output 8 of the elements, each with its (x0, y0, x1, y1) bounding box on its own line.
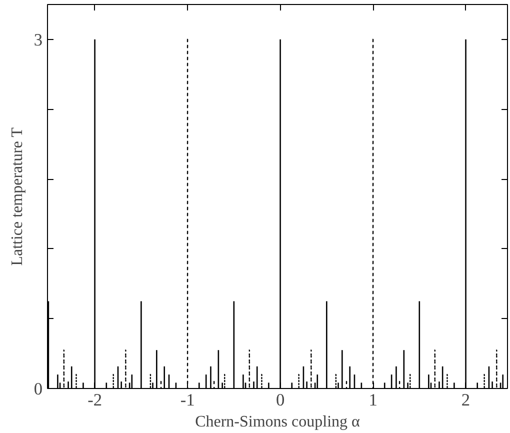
x-tick-label: 1 (368, 390, 378, 410)
x-tick-label: 0 (276, 390, 285, 410)
x-tick-label: 2 (461, 390, 470, 410)
x-axis-title: Chern-Simons coupling α (195, 414, 361, 430)
x-tick-label: -2 (88, 390, 102, 410)
x-tick-label: -1 (180, 390, 195, 410)
y-tick-label: 3 (34, 30, 43, 50)
y-axis-title: Lattice temperature T (8, 127, 26, 266)
